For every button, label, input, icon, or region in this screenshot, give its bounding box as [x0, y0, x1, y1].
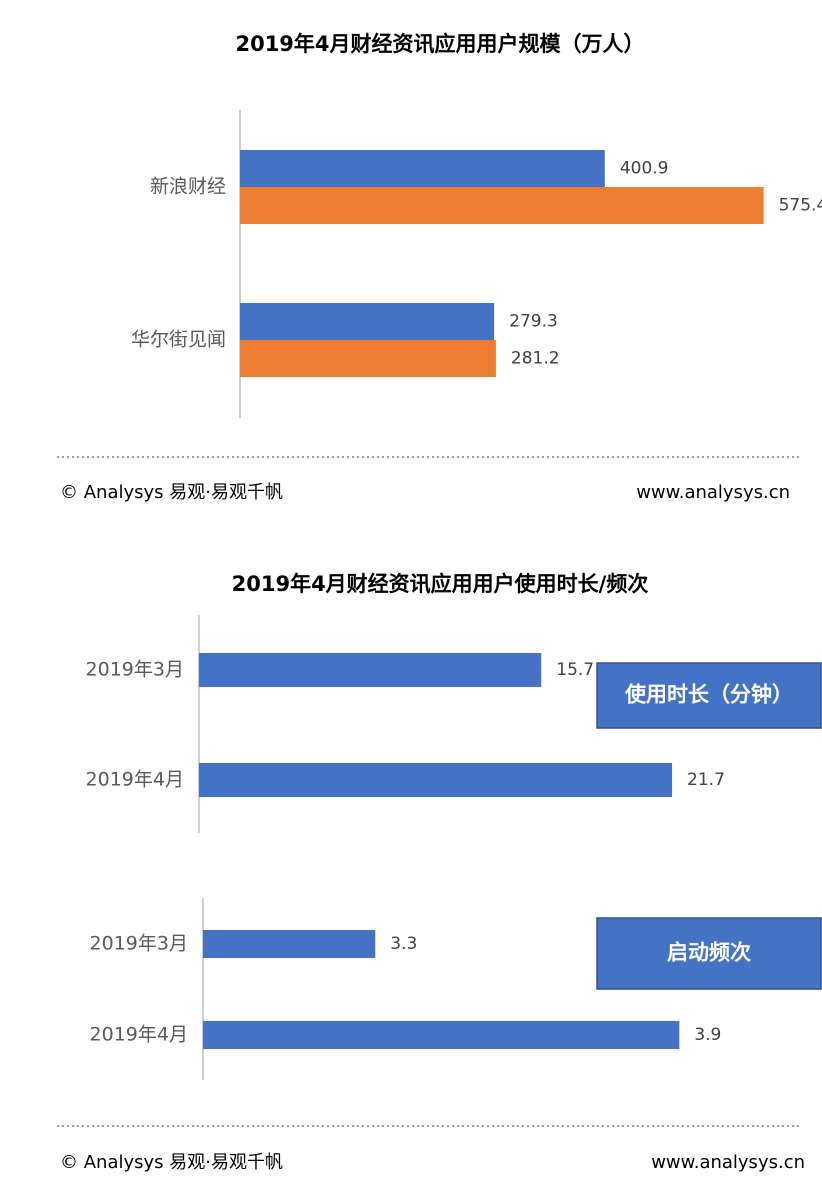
footer-left: © Analysys 易观·易观千帆: [60, 482, 283, 503]
chart-title: 2019年4月财经资讯应用用户规模（万人）: [235, 32, 644, 56]
annotation-box: [596, 662, 822, 729]
category-label: 华尔街见闻: [131, 329, 226, 351]
annotation-box: [596, 917, 822, 990]
footer-left: © Analysys 易观·易观千帆: [60, 1152, 283, 1173]
category-label: 2019年3月: [86, 659, 184, 681]
bar: [240, 303, 495, 340]
category-label: 新浪财经: [150, 176, 226, 198]
bar: [199, 653, 542, 687]
category-label: 2019年3月: [90, 933, 188, 955]
annotation: 使用时长（分钟）: [624, 683, 793, 707]
bar: [199, 763, 673, 797]
annotation: 启动频次: [667, 941, 751, 965]
category-label: 2019年4月: [90, 1024, 188, 1046]
bar: [240, 340, 496, 377]
value-label: 279.3: [509, 312, 558, 332]
value-label: 15.7: [556, 660, 594, 680]
value-label: 575.4: [779, 196, 822, 216]
value-label: 3.3: [390, 934, 417, 954]
value-label: 3.9: [694, 1025, 721, 1045]
value-label: 21.7: [687, 770, 725, 790]
bar: [203, 930, 376, 958]
chart-title: 2019年4月财经资讯应用用户使用时长/频次: [232, 572, 649, 596]
value-label: 281.2: [511, 349, 560, 369]
bar: [240, 187, 764, 224]
bar: [203, 1021, 680, 1049]
footer-right: www.analysys.cn: [651, 1152, 805, 1173]
value-label: 400.9: [620, 159, 669, 179]
footer-right: www.analysys.cn: [636, 482, 790, 503]
category-label: 2019年4月: [86, 769, 184, 791]
bar: [240, 150, 605, 187]
